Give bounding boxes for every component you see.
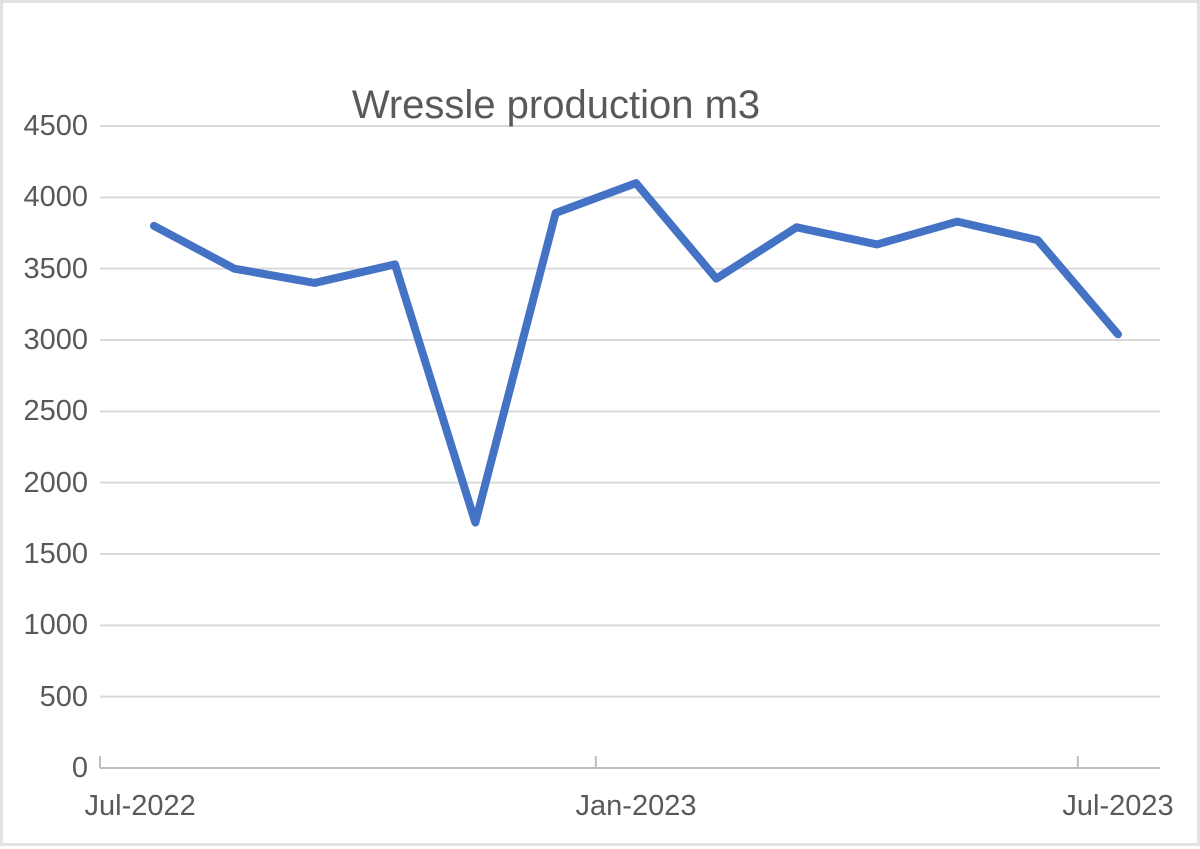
production-line-series[interactable] (150, 179, 1122, 527)
y-axis-label: 4500 (23, 110, 88, 142)
y-axis-label: 3000 (23, 324, 88, 356)
x-axis-label: Jul-2023 (1062, 790, 1174, 822)
y-axis-label: 3500 (23, 252, 88, 285)
y-axis-label: 2500 (23, 395, 88, 428)
y-axis-label: 1500 (23, 538, 88, 570)
plot-svg (99, 125, 1160, 769)
y-axis-label: 0 (71, 752, 88, 784)
y-axis-label: 500 (39, 680, 88, 713)
x-axis-label: Jul-2022 (84, 790, 196, 822)
x-axis-label: Jan-2023 (575, 790, 697, 822)
y-axis-label: 1000 (23, 609, 88, 642)
chart-title: Wressle production m3 (351, 83, 761, 127)
y-axis-label: 4000 (23, 181, 88, 214)
y-axis-label: 2000 (23, 466, 88, 499)
